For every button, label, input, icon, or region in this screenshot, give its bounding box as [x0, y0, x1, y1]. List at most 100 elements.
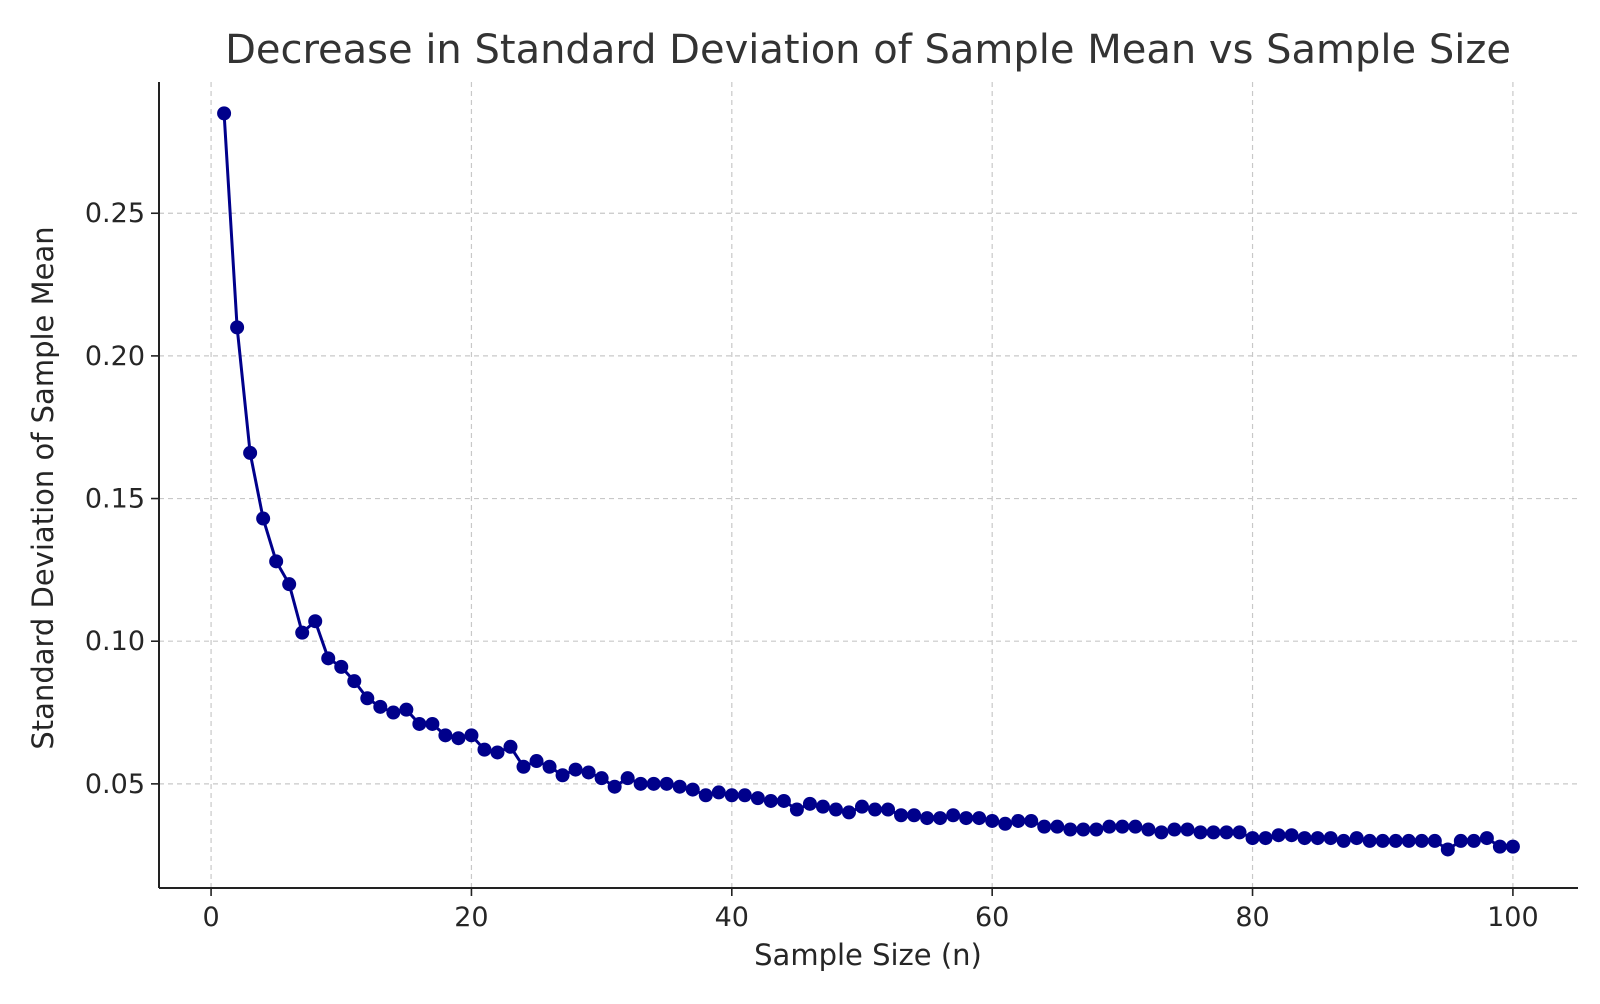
data-point: [230, 320, 245, 335]
data-point: [1141, 822, 1156, 837]
grid: [159, 82, 1578, 888]
series-line: [222, 113, 1513, 851]
data-point: [633, 776, 648, 791]
data-point: [802, 796, 817, 811]
data-point: [1063, 822, 1078, 837]
data-point: [1089, 822, 1104, 837]
data-point: [698, 788, 713, 803]
data-point: [1180, 822, 1195, 837]
data-point: [646, 776, 661, 791]
data-point: [568, 762, 583, 777]
data-point: [477, 742, 492, 757]
data-point: [1427, 833, 1442, 848]
axes: 0 20 40 60 80 100 0.05 0.10 0.15 0.20 0.25: [85, 82, 1578, 933]
data-point: [438, 728, 453, 743]
data-point: [1349, 831, 1364, 846]
data-point: [282, 577, 297, 592]
data-point: [373, 699, 388, 714]
x-tick-label: 80: [1235, 902, 1269, 933]
y-tick-label: 0.05: [85, 769, 145, 800]
data-point: [1505, 839, 1520, 854]
data-point: [998, 816, 1013, 831]
data-point: [503, 739, 518, 754]
data-point: [243, 445, 258, 460]
data-point: [451, 731, 466, 746]
data-series: [217, 106, 1520, 857]
data-point: [763, 793, 778, 808]
data-point: [724, 788, 739, 803]
data-point: [750, 791, 765, 806]
data-point: [334, 659, 349, 674]
data-point: [1206, 825, 1221, 840]
data-point: [1154, 825, 1169, 840]
data-point: [1193, 825, 1208, 840]
data-point: [815, 799, 830, 814]
data-point: [1284, 828, 1299, 843]
data-point: [854, 799, 869, 814]
y-tick-label: 0.10: [85, 626, 145, 657]
x-tick-label: 60: [975, 902, 1009, 933]
data-point: [321, 651, 336, 666]
data-point: [1167, 822, 1182, 837]
y-axis-label: Standard Deviation of Sample Mean: [26, 226, 60, 749]
data-point: [412, 716, 427, 731]
chart-labels: Decrease in Standard Deviation of Sample…: [26, 27, 1511, 972]
data-point: [959, 811, 974, 826]
data-point: [1323, 831, 1338, 846]
data-point: [490, 745, 505, 760]
data-point: [711, 785, 726, 800]
data-point: [1219, 825, 1234, 840]
data-point: [881, 802, 896, 817]
data-point: [828, 802, 843, 817]
data-point: [1024, 813, 1039, 828]
data-point: [1232, 825, 1247, 840]
data-point: [360, 691, 375, 706]
data-point: [685, 782, 700, 797]
data-point: [1479, 831, 1494, 846]
data-point: [920, 811, 935, 826]
x-tick-label: 100: [1487, 902, 1539, 933]
data-point: [985, 813, 1000, 828]
data-point: [425, 716, 440, 731]
data-point: [1310, 831, 1325, 846]
data-point: [789, 802, 804, 817]
data-point: [529, 754, 544, 769]
data-point: [1037, 819, 1052, 834]
data-point: [1336, 833, 1351, 848]
data-point: [256, 511, 271, 526]
data-point: [1245, 831, 1260, 846]
data-point: [1102, 819, 1117, 834]
data-point: [1388, 833, 1403, 848]
y-tick-label: 0.25: [85, 198, 145, 229]
data-point: [464, 728, 479, 743]
x-tick-label: 0: [202, 902, 219, 933]
data-point: [295, 625, 310, 640]
data-point: [1297, 831, 1312, 846]
x-axis-label: Sample Size (n): [754, 938, 982, 972]
chart-title: Decrease in Standard Deviation of Sample…: [225, 27, 1511, 73]
data-point: [737, 788, 752, 803]
data-point: [1076, 822, 1091, 837]
data-point: [399, 702, 414, 717]
data-point: [542, 759, 557, 774]
data-point: [907, 808, 922, 823]
data-point: [386, 705, 401, 720]
data-point: [933, 811, 948, 826]
data-point: [269, 554, 284, 569]
data-point: [946, 808, 961, 823]
data-point: [555, 768, 570, 783]
data-point: [1128, 819, 1143, 834]
data-point: [1414, 833, 1429, 848]
y-tick-label: 0.20: [85, 341, 145, 372]
data-point: [672, 779, 687, 794]
data-point: [1050, 819, 1065, 834]
data-point: [594, 771, 609, 786]
data-point: [659, 776, 674, 791]
data-point: [1466, 833, 1481, 848]
data-point: [581, 765, 596, 780]
data-point: [1440, 842, 1455, 857]
data-point: [516, 759, 531, 774]
x-tick-label: 40: [715, 902, 749, 933]
data-point: [1375, 833, 1390, 848]
data-point: [620, 771, 635, 786]
